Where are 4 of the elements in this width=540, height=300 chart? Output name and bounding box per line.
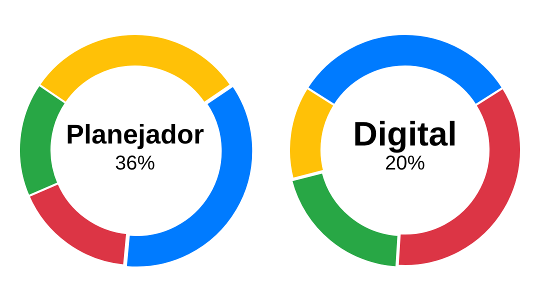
text: Digital: [353, 115, 457, 154]
data-label: 20%: [384, 152, 426, 175]
text: Planejador: [66, 119, 205, 150]
data-label: 36%: [114, 152, 156, 175]
